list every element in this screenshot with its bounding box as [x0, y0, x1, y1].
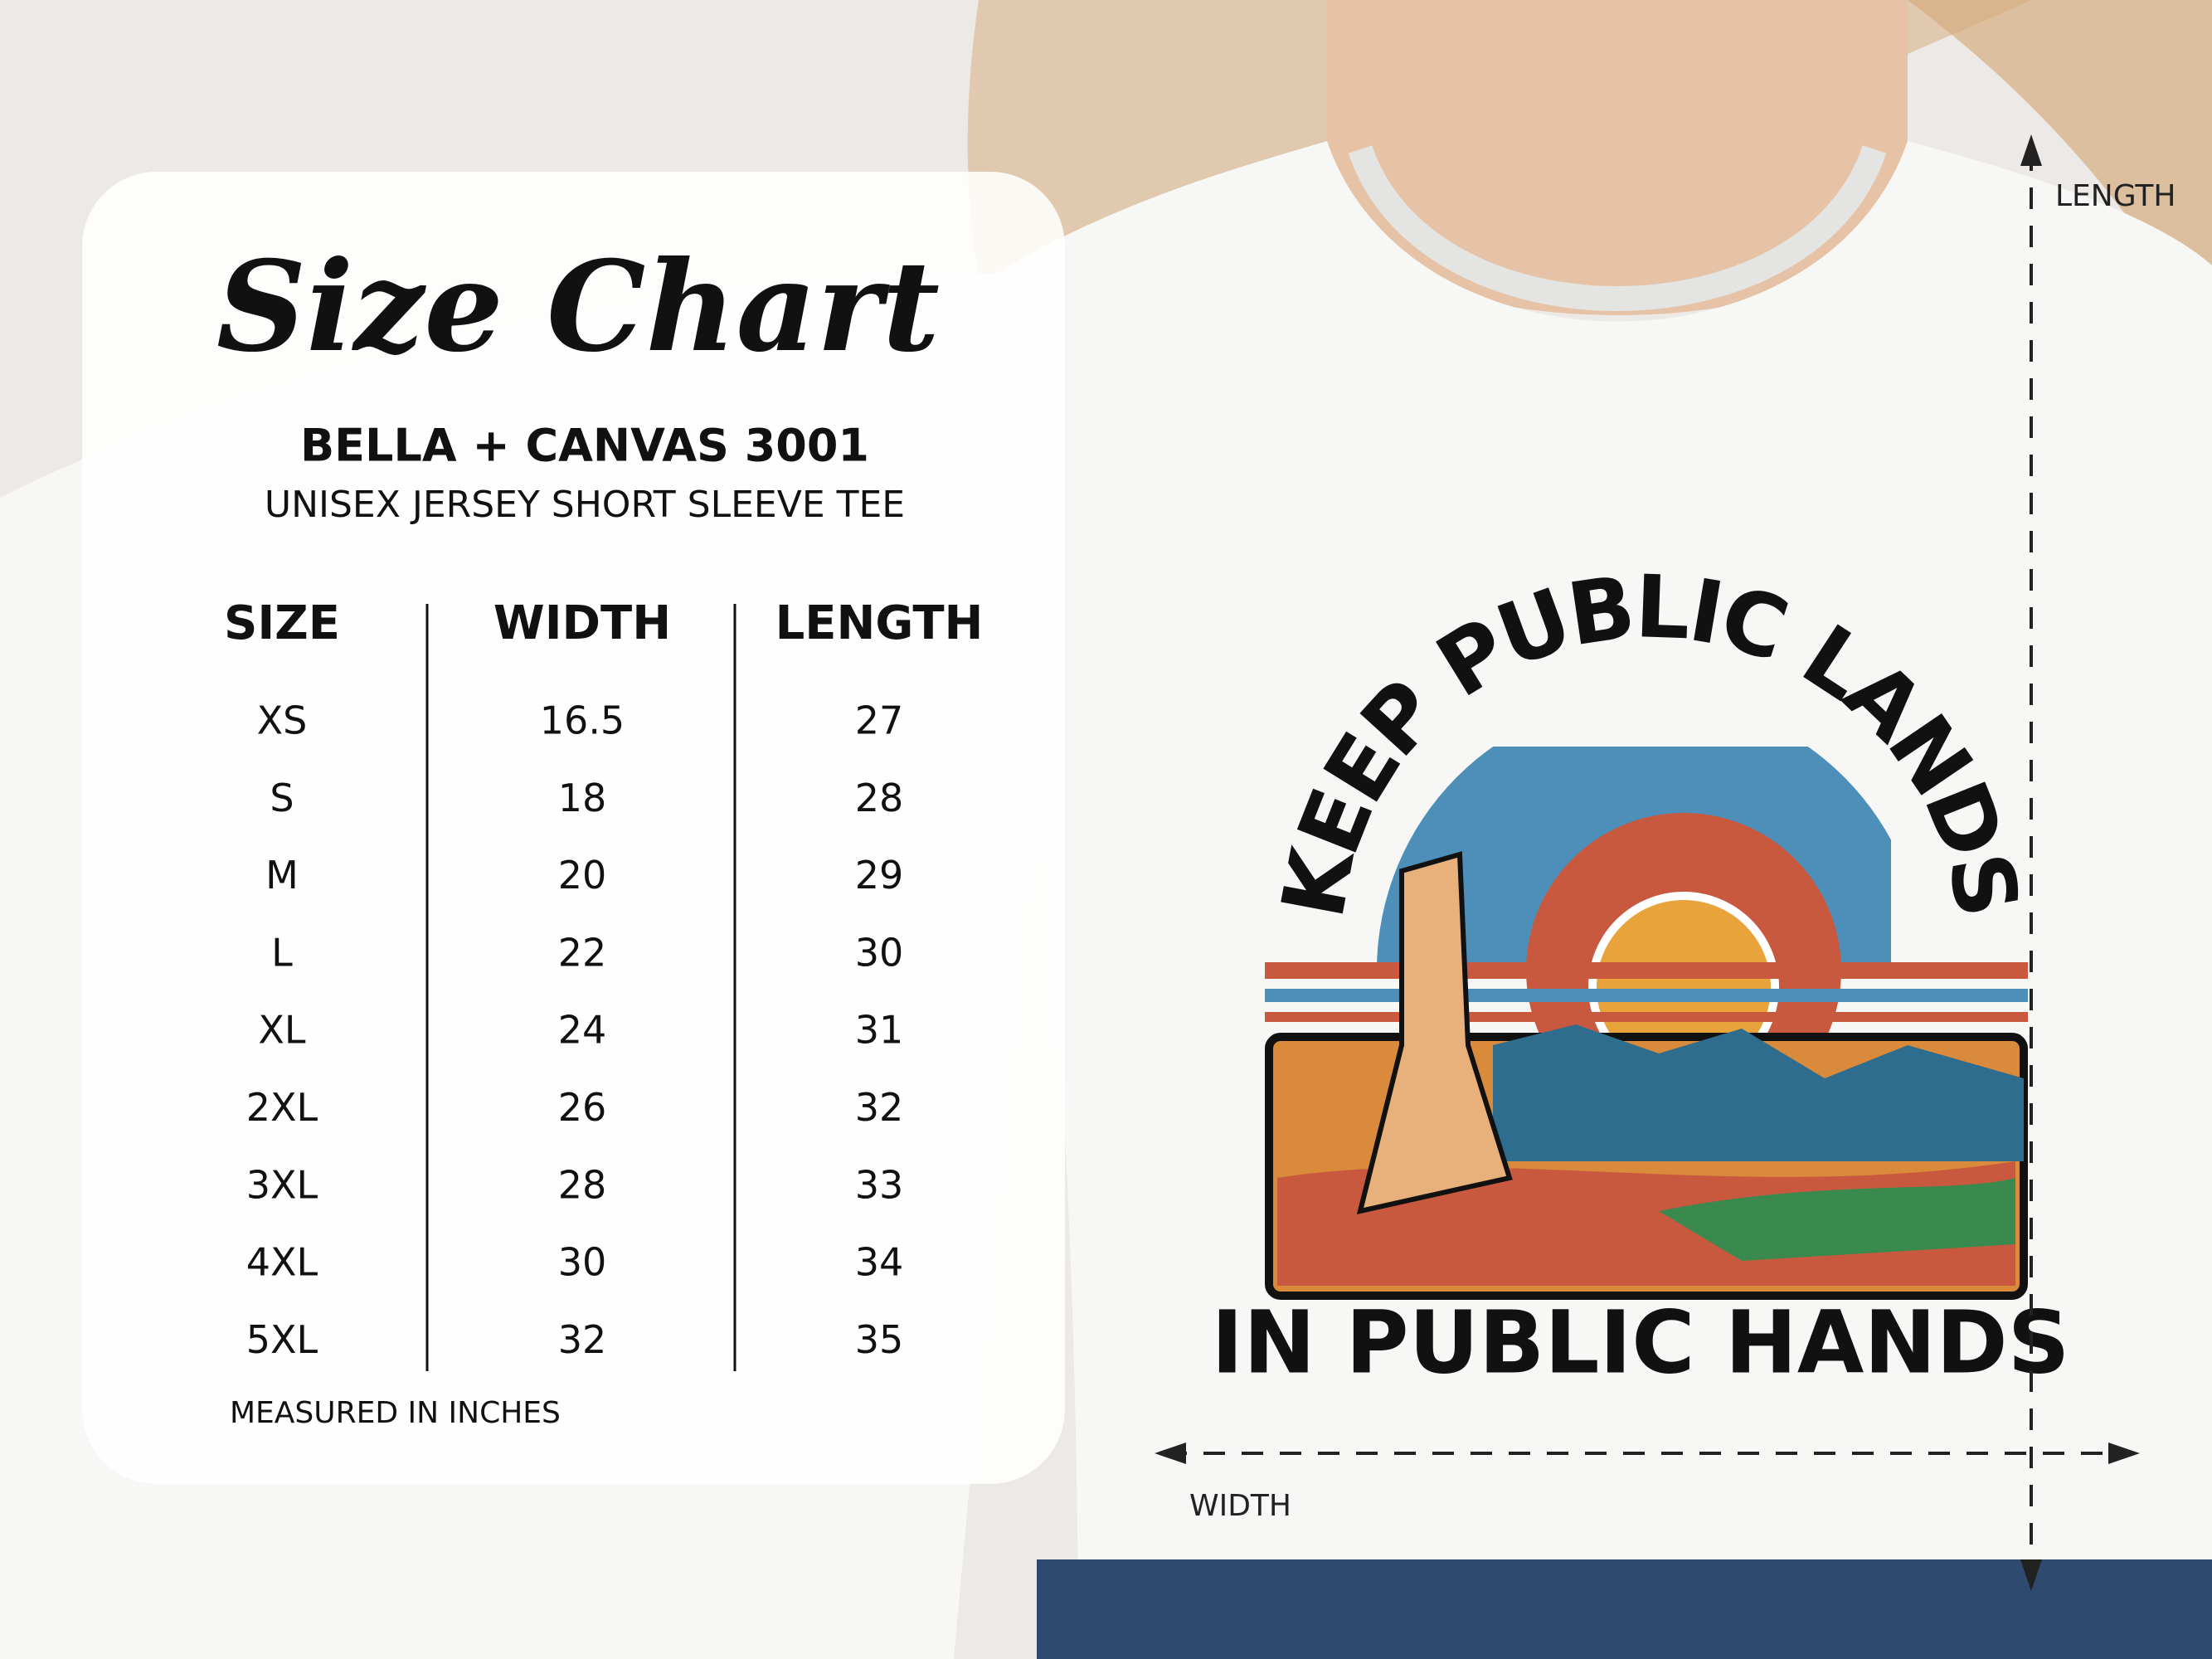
table-cell: 24 — [558, 1008, 607, 1053]
table-cell: M — [265, 853, 299, 898]
neck — [1327, 0, 1908, 315]
table-cell: 32 — [855, 1085, 904, 1130]
table-cell: 31 — [855, 1008, 904, 1053]
table-cell: 33 — [855, 1162, 904, 1207]
table-cell: 29 — [855, 853, 904, 898]
chart-title: Size Chart — [216, 234, 940, 380]
column-header: WIDTH — [493, 596, 671, 650]
table-cell: 34 — [855, 1240, 904, 1285]
brand: BELLA + CANVAS 3001 — [300, 420, 869, 472]
table-cell: 30 — [855, 930, 904, 975]
width-label: WIDTH — [1189, 1489, 1291, 1523]
table-cell: 32 — [558, 1317, 607, 1362]
table-cell: L — [271, 930, 293, 975]
hair — [1908, 0, 2212, 348]
jeans — [1037, 1559, 2212, 1659]
table-cell: 35 — [855, 1317, 904, 1362]
table-cell: 4XL — [246, 1240, 318, 1285]
length-label: LENGTH — [2055, 179, 2176, 213]
column-header: SIZE — [224, 596, 340, 650]
collar — [1348, 145, 1887, 311]
table-cell: 28 — [855, 776, 904, 820]
table-cell: 22 — [558, 930, 607, 975]
print-graphic — [1265, 747, 2028, 1300]
table-cell: 16.5 — [540, 698, 625, 743]
measure-lines — [1165, 149, 2127, 1576]
table-cell: 18 — [558, 776, 607, 820]
table-cell: 3XL — [246, 1162, 318, 1207]
size-table: SIZE WIDTH LENGTH XS 16.5 27 S 18 28 M 20 29 L 22 30 XL… — [224, 596, 983, 1362]
product-name: UNISEX JERSEY SHORT SLEEVE TEE — [265, 484, 905, 526]
table-cell: XL — [258, 1008, 306, 1053]
column-header: LENGTH — [775, 596, 984, 650]
print-bottom-text: IN PUBLIC HANDS — [1211, 1292, 2069, 1393]
table-cell: XS — [257, 698, 308, 743]
table-cell: 5XL — [246, 1317, 318, 1362]
table-cell: 20 — [558, 853, 607, 898]
table-cell: 27 — [855, 698, 904, 743]
measure-arrows — [1155, 134, 2140, 1591]
footnote: MEASURED IN INCHES — [230, 1396, 561, 1430]
table-cell: 2XL — [246, 1085, 318, 1130]
table-cell: 28 — [558, 1162, 607, 1207]
table-cell: S — [270, 776, 294, 820]
size-chart-panel — [82, 172, 1065, 1484]
table-cell: 30 — [558, 1240, 607, 1285]
table-cell: 26 — [558, 1085, 607, 1130]
